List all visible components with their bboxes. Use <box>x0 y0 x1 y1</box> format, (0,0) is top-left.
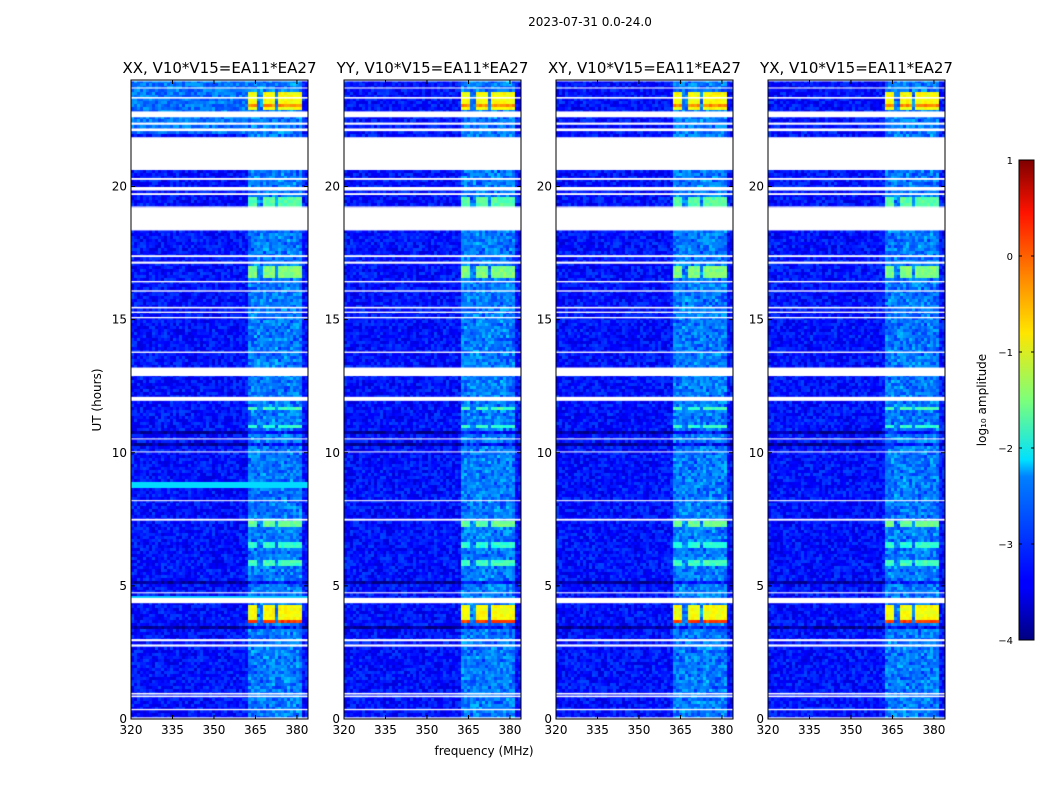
x-axis-label: frequency (MHz) <box>434 744 533 758</box>
x-tick-label: 380 <box>922 723 945 737</box>
heatmap-image-4 <box>768 80 945 719</box>
x-tick-label: 335 <box>798 723 821 737</box>
x-tick-label: 365 <box>669 723 692 737</box>
heatmap-image-2 <box>344 80 521 719</box>
y-tick-label: 0 <box>332 712 340 726</box>
y-tick-label: 10 <box>112 446 127 460</box>
y-tick-label: 5 <box>544 579 552 593</box>
y-tick-label: 15 <box>112 313 127 327</box>
y-tick-label: 0 <box>544 712 552 726</box>
x-tick-label: 320 <box>757 723 780 737</box>
x-tick-label: 350 <box>628 723 651 737</box>
x-tick-label: 365 <box>457 723 480 737</box>
x-tick-label: 350 <box>840 723 863 737</box>
panel-1: XX, V10*V15=EA11*EA27 320 335 350 365 380 0 5 10… <box>112 59 317 737</box>
y-tick-label: 0 <box>119 712 127 726</box>
colorbar-ticks: 1 0 −1 −2 −3 −4 <box>998 156 1034 647</box>
panel-title-2: YY, V10*V15=EA11*EA27 <box>336 59 529 77</box>
colorbar-tick-label: −1 <box>998 348 1013 359</box>
panel-frame-1 <box>130 79 309 720</box>
y-tick-label: 10 <box>537 446 552 460</box>
y-tick-label: 5 <box>332 579 340 593</box>
y-tick-label: 10 <box>749 446 764 460</box>
panel-frame-2 <box>343 79 522 720</box>
panel-frame-4 <box>767 79 946 720</box>
x-tick-label: 380 <box>285 723 308 737</box>
x-tick-label: 380 <box>498 723 521 737</box>
x-tick-label: 335 <box>374 723 397 737</box>
y-tick-label: 20 <box>112 180 127 194</box>
panel-3: XY, V10*V15=EA11*EA27 320 335 350 365 380 0 5 10… <box>537 59 741 737</box>
figure-suptitle: 2023-07-31 0.0-24.0 <box>528 15 652 29</box>
panel-frame-3 <box>555 79 734 720</box>
heatmap-image-3 <box>556 80 733 719</box>
y-tick-label: 20 <box>749 180 764 194</box>
colorbar-tick-label: −2 <box>998 444 1013 455</box>
y-axis-label: UT (hours) <box>90 368 104 431</box>
x-tick-label: 335 <box>161 723 184 737</box>
x-tick-label: 335 <box>586 723 609 737</box>
y-tick-label: 20 <box>325 180 340 194</box>
y-tick-label: 0 <box>756 712 764 726</box>
y-tick-label: 15 <box>325 313 340 327</box>
colorbar-tick-label: 1 <box>1007 156 1013 167</box>
panel-4: YX, V10*V15=EA11*EA27 320 335 350 365 380 0 5 10… <box>749 59 953 737</box>
x-tick-label: 320 <box>545 723 568 737</box>
y-tick-label: 20 <box>537 180 552 194</box>
panel-title-4: YX, V10*V15=EA11*EA27 <box>759 59 953 77</box>
x-tick-label: 350 <box>203 723 226 737</box>
heatmap-panels: XX, V10*V15=EA11*EA27 320 335 350 365 380 0 5 10… <box>112 59 953 737</box>
y-tick-label: 15 <box>749 313 764 327</box>
panel-title-3: XY, V10*V15=EA11*EA27 <box>548 59 741 77</box>
x-tick-label: 320 <box>333 723 356 737</box>
heatmap-image-1 <box>131 80 308 719</box>
colorbar-tick-label: −4 <box>998 636 1013 647</box>
panel-title-1: XX, V10*V15=EA11*EA27 <box>122 59 316 77</box>
x-tick-label: 320 <box>120 723 143 737</box>
y-tick-label: 10 <box>325 446 340 460</box>
colorbar: 1 0 −1 −2 −3 −4 log₁₀ amplitude <box>975 156 1035 647</box>
colorbar-tick-label: 0 <box>1007 252 1013 263</box>
x-tick-label: 365 <box>244 723 267 737</box>
x-tick-label: 380 <box>710 723 733 737</box>
y-tick-label: 15 <box>537 313 552 327</box>
x-tick-label: 350 <box>416 723 439 737</box>
y-tick-label: 5 <box>756 579 764 593</box>
panel-2: YY, V10*V15=EA11*EA27 320 335 350 365 380 0 5 10… <box>325 59 529 737</box>
colorbar-tick-label: −3 <box>998 540 1013 551</box>
y-tick-label: 5 <box>119 579 127 593</box>
colorbar-gradient <box>1018 159 1035 641</box>
x-tick-label: 365 <box>881 723 904 737</box>
colorbar-label: log₁₀ amplitude <box>975 354 989 446</box>
